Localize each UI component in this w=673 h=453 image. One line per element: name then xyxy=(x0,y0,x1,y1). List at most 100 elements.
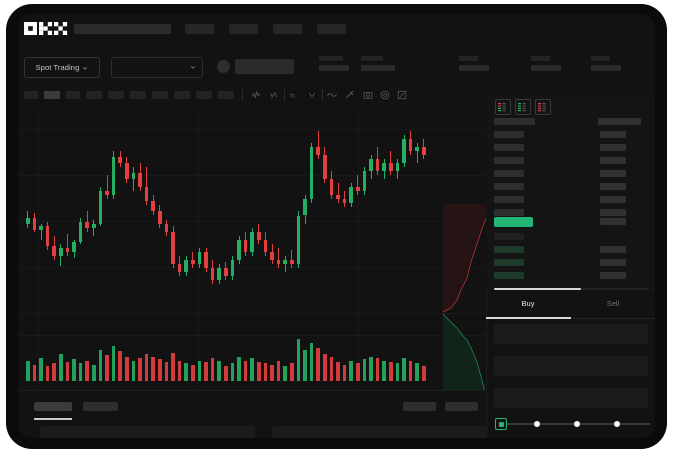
orderbook-both-icon[interactable] xyxy=(495,99,511,115)
orderbook-bids-icon[interactable] xyxy=(515,99,531,115)
tab-sell[interactable]: Sell xyxy=(606,299,620,308)
order-book-ask-row[interactable] xyxy=(494,209,524,216)
order-book-ask-amount[interactable] xyxy=(600,196,626,203)
nav-item-2[interactable] xyxy=(229,24,258,34)
order-book-ask-row[interactable] xyxy=(494,144,524,151)
camera-icon[interactable] xyxy=(362,89,374,101)
order-book-ask-row[interactable] xyxy=(494,183,524,190)
nav-item-4[interactable] xyxy=(317,24,346,34)
order-book-ask-row[interactable] xyxy=(494,196,524,203)
amount-field[interactable] xyxy=(494,356,648,376)
order-book-bid-row[interactable] xyxy=(494,272,524,279)
order-book-bid-row[interactable] xyxy=(494,233,524,240)
toolbar-divider xyxy=(242,89,243,101)
orderbook-asks-icon[interactable] xyxy=(535,99,551,115)
order-book-bid-amount[interactable] xyxy=(600,259,626,266)
tab-order-history[interactable] xyxy=(83,402,118,411)
active-tab-underline xyxy=(34,418,72,420)
trading-pair-select[interactable] xyxy=(111,57,203,78)
order-book-bid-amount[interactable] xyxy=(600,272,626,279)
order-book-ask-amount[interactable] xyxy=(600,209,626,216)
candle-body xyxy=(382,163,386,172)
order-book-ask-row[interactable] xyxy=(494,170,524,177)
volume-bar xyxy=(39,357,43,381)
timeframe-6[interactable] xyxy=(130,91,146,99)
tab-open-orders[interactable] xyxy=(34,402,72,411)
volume-bar xyxy=(111,345,116,381)
timeframe-7[interactable] xyxy=(152,91,168,99)
order-book-ask-row[interactable] xyxy=(494,131,524,138)
indicators-icon[interactable]: fx xyxy=(288,89,300,101)
compare-icon[interactable] xyxy=(326,89,338,101)
spot-trading-dropdown[interactable]: Spot Trading xyxy=(24,57,100,78)
chevron-down-icon[interactable] xyxy=(306,89,318,101)
amount-percent-slider[interactable] xyxy=(495,418,650,430)
order-book-ask-amount[interactable] xyxy=(600,170,626,177)
order-book-ask-row[interactable] xyxy=(494,157,524,164)
order-book-ask-amount[interactable] xyxy=(600,183,626,190)
trendline-icon[interactable] xyxy=(344,89,356,101)
candle-body xyxy=(204,251,208,268)
timeframe-5[interactable] xyxy=(108,91,124,99)
settings-icon[interactable] xyxy=(379,89,391,101)
slider-step-50[interactable] xyxy=(574,421,580,427)
volume-bar xyxy=(336,362,340,381)
candle-body xyxy=(210,267,215,280)
order-book-panel[interactable] xyxy=(486,96,655,290)
bottom-action-1[interactable] xyxy=(403,402,436,411)
timeframe-10[interactable] xyxy=(218,91,234,99)
line-chart-icon[interactable] xyxy=(268,89,280,101)
candle-body xyxy=(191,259,195,264)
stat-24h-change xyxy=(319,56,349,71)
global-search-input[interactable] xyxy=(74,24,171,34)
candle-body xyxy=(257,231,261,240)
slider-step-75[interactable] xyxy=(614,421,620,427)
timeframe-9[interactable] xyxy=(196,91,212,99)
order-book-ask-amount[interactable] xyxy=(600,131,626,138)
candle-body xyxy=(85,221,89,228)
okx-logo[interactable] xyxy=(24,22,68,35)
volume-bar xyxy=(138,357,142,381)
nav-item-1[interactable] xyxy=(185,24,214,34)
order-book-ask-amount[interactable] xyxy=(600,144,626,151)
bottom-action-2[interactable] xyxy=(445,402,478,411)
volume-bar xyxy=(197,360,202,381)
slider-handle[interactable] xyxy=(495,418,507,430)
candle-body xyxy=(369,159,373,172)
timeframe-4[interactable] xyxy=(86,91,102,99)
candle-body xyxy=(342,199,347,204)
order-book-ask-amount[interactable] xyxy=(600,157,626,164)
candlestick-chart-icon[interactable] xyxy=(250,89,262,101)
timeframe-3[interactable] xyxy=(66,91,80,99)
order-book-bid-amount[interactable] xyxy=(600,246,626,253)
candle-body xyxy=(290,259,294,264)
volume-bar xyxy=(217,360,221,381)
timeframe-1[interactable] xyxy=(24,91,38,99)
timeframe-2-active[interactable] xyxy=(44,91,60,99)
order-book-header-right[interactable] xyxy=(598,118,641,125)
candle-body xyxy=(303,199,307,216)
candle-wick xyxy=(416,143,418,164)
volume-bar xyxy=(118,351,122,381)
total-field[interactable] xyxy=(494,388,648,408)
order-book-bid-row[interactable] xyxy=(494,246,524,253)
order-book-bid-row[interactable] xyxy=(494,259,524,266)
tab-buy[interactable]: Buy xyxy=(521,299,535,308)
stat-24h-high xyxy=(361,56,395,71)
order-book-spread-amount[interactable] xyxy=(600,218,626,225)
nav-item-3[interactable] xyxy=(273,24,302,34)
fullscreen-icon[interactable] xyxy=(396,89,408,101)
slider-step-25[interactable] xyxy=(534,421,540,427)
price-chart[interactable] xyxy=(18,107,486,390)
candle-body xyxy=(329,179,334,196)
timeframe-8[interactable] xyxy=(174,91,190,99)
order-book-header-left[interactable] xyxy=(494,118,535,125)
order-book-scroll-thumb[interactable] xyxy=(494,288,581,290)
volume-bar xyxy=(131,360,136,381)
candle-body xyxy=(131,173,136,180)
price-field[interactable] xyxy=(494,324,648,344)
candle-body xyxy=(230,259,235,276)
last-price-display xyxy=(235,59,294,74)
volume-bar xyxy=(389,362,393,381)
chevron-down-icon xyxy=(190,66,196,69)
